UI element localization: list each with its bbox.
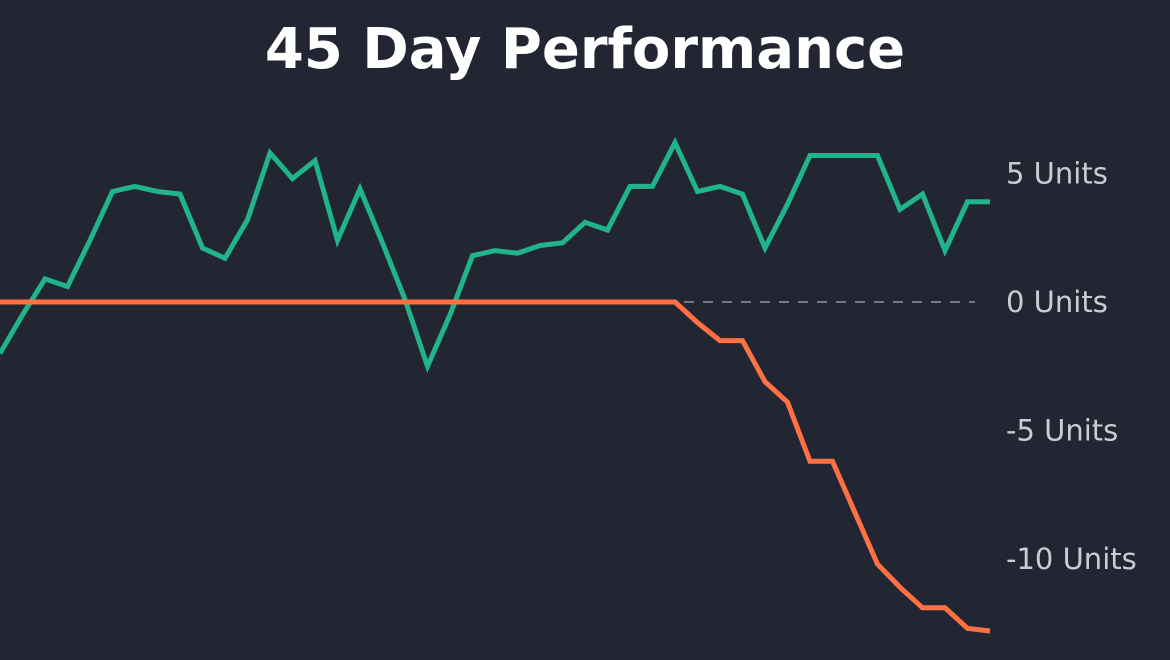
- series-line-2: [0, 299, 991, 634]
- y-tick-label: -5 Units: [1006, 414, 1118, 448]
- chart-title: 45 Day Performance: [264, 17, 906, 82]
- series-layer: [0, 136, 991, 634]
- y-tick-label: 0 Units: [1006, 285, 1108, 319]
- y-tick-label: -10 Units: [1006, 542, 1137, 576]
- y-tick-label: 5 Units: [1006, 157, 1108, 191]
- series-line-1: [0, 136, 990, 374]
- y-tick-labels: 5 Units 0 Units -5 Units -10 Units: [1006, 157, 1137, 577]
